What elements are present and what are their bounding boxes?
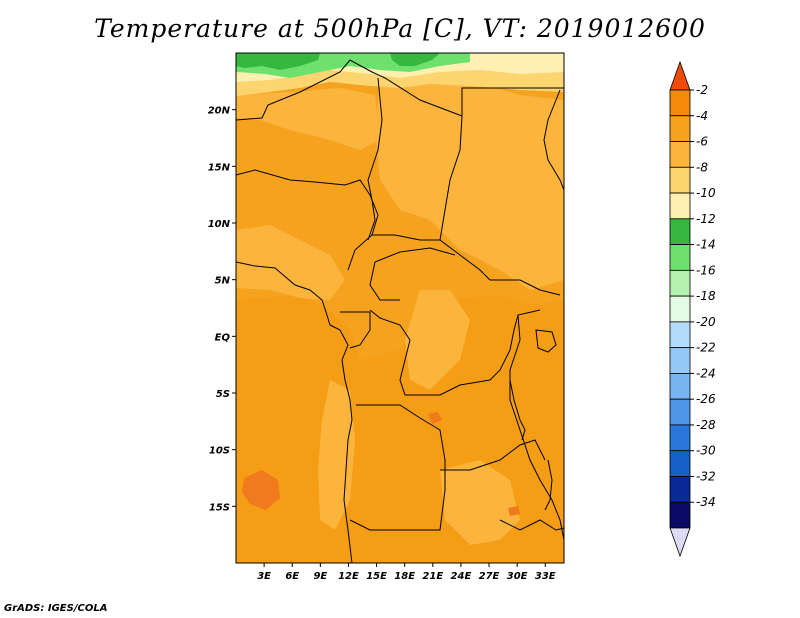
warm-spot-central	[428, 412, 442, 424]
colorbar-level-label: -30	[696, 444, 716, 458]
border-north-c	[461, 87, 564, 116]
colorbar-level-label: -2	[696, 83, 708, 97]
band-minus-12-b	[390, 53, 440, 66]
lon-tick-label: 30E	[507, 571, 528, 582]
lon-tick-label: 15E	[366, 571, 387, 582]
colorbar-swatch	[669, 476, 691, 503]
grads-credit: GrADS: IGES/COLA	[4, 603, 108, 614]
border-east	[509, 314, 564, 541]
colorbar-level-label: -18	[696, 289, 716, 303]
lon-tick-label: 12E	[338, 571, 359, 582]
colorbar-bottom-triangle	[669, 527, 691, 558]
colorbar-level-label: -4	[696, 109, 708, 123]
colorbar-level-label: -26	[696, 392, 716, 406]
latitude-axis: 20N 15N 10N 5N EQ 5S 10S 15S	[208, 106, 236, 513]
lon-tick-label: 3E	[257, 571, 271, 582]
map-frame	[235, 52, 565, 564]
cooler-patch-southeast	[440, 460, 520, 545]
colorbar-level-label: -28	[696, 418, 716, 432]
lon-tick-label: 27E	[479, 571, 500, 582]
border-chad-sudan	[439, 115, 491, 281]
lon-tick-label: 24E	[451, 571, 472, 582]
border-car	[369, 234, 456, 301]
colorbar-level-label: -32	[696, 469, 716, 483]
coastline-west-africa	[236, 261, 353, 563]
lat-tick-label: 10S	[209, 446, 230, 457]
lon-tick-label: 6E	[285, 571, 299, 582]
border-congo-drc	[369, 309, 541, 396]
lon-tick-label: 18E	[394, 571, 415, 582]
lake-malawi	[544, 459, 553, 511]
colorbar-swatch	[669, 501, 691, 529]
colorbar-swatch	[669, 218, 691, 245]
colorbar: -2 -4 -6 -8 -10 -12 -14 -16 -18 -20 -22 -24 -26 -28 -3…	[669, 60, 716, 558]
colorbar-swatch	[669, 192, 691, 220]
colorbar-swatch	[669, 269, 691, 297]
colorbar-top-triangle	[669, 60, 691, 91]
colorbar-swatch	[669, 373, 691, 400]
border-gabon	[340, 311, 371, 349]
colorbar-level-label: -10	[696, 186, 716, 200]
border-angola	[349, 404, 446, 531]
colorbar-level-label: -22	[696, 341, 716, 355]
colorbar-swatch	[669, 244, 691, 271]
map-borders	[236, 59, 564, 563]
band-minus-12	[236, 53, 320, 70]
temperature-field	[236, 53, 564, 563]
colorbar-level-label: -16	[696, 263, 716, 277]
border-mozambique	[499, 519, 564, 531]
colorbar-swatch	[669, 89, 691, 117]
colorbar-swatch	[669, 295, 691, 323]
border-north-a	[236, 59, 463, 121]
map-title: Temperature at 500hPa [C], VT: 201901260…	[94, 14, 706, 43]
lat-tick-label: 15N	[208, 162, 231, 173]
cooler-patch-northeast	[375, 80, 564, 290]
lake-tanganyika	[509, 379, 526, 441]
colorbar-level-label: -34	[696, 495, 716, 509]
colorbar-level-label: -6	[696, 135, 708, 149]
lon-tick-label: 33E	[535, 571, 556, 582]
lake-victoria	[535, 329, 557, 353]
border-south-sudan	[490, 279, 561, 296]
colorbar-swatch	[669, 424, 691, 452]
colorbar-swatch	[669, 450, 691, 477]
coast-east-africa	[543, 89, 564, 191]
lon-tick-label: 9E	[313, 571, 327, 582]
lat-tick-label: 5N	[215, 276, 231, 287]
warm-spot-southwest	[242, 470, 280, 510]
border-sahel	[236, 169, 379, 271]
lat-tick-label: 20N	[208, 106, 231, 117]
colorbar-swatch	[669, 141, 691, 168]
cooler-patch-central	[405, 290, 470, 390]
colorbar-level-label: -12	[696, 212, 716, 226]
longitude-axis: 3E 6E 9E 12E 15E 18E 21E 24E 27E 30E 33E	[257, 563, 556, 582]
lat-tick-label: 15S	[209, 502, 230, 513]
lat-tick-label: EQ	[215, 332, 231, 343]
colorbar-swatch	[669, 321, 691, 349]
colorbar-level-label: -24	[696, 366, 716, 380]
lon-tick-label: 21E	[422, 571, 443, 582]
colorbar-level-label: -8	[696, 160, 708, 174]
colorbar-swatch	[669, 398, 691, 426]
border-north-b	[367, 77, 383, 241]
colorbar-swatch	[669, 347, 691, 374]
colorbar-level-label: -14	[696, 238, 716, 252]
lat-tick-label: 5S	[216, 389, 230, 400]
warm-spot-south	[508, 506, 520, 516]
border-zambia	[440, 439, 546, 471]
colorbar-swatch	[669, 166, 691, 194]
lat-tick-label: 10N	[208, 219, 231, 230]
cooler-patch-southwest	[318, 380, 355, 530]
colorbar-level-label: -20	[696, 315, 716, 329]
colorbar-swatch	[669, 115, 691, 142]
cooler-patch-west	[236, 225, 345, 300]
